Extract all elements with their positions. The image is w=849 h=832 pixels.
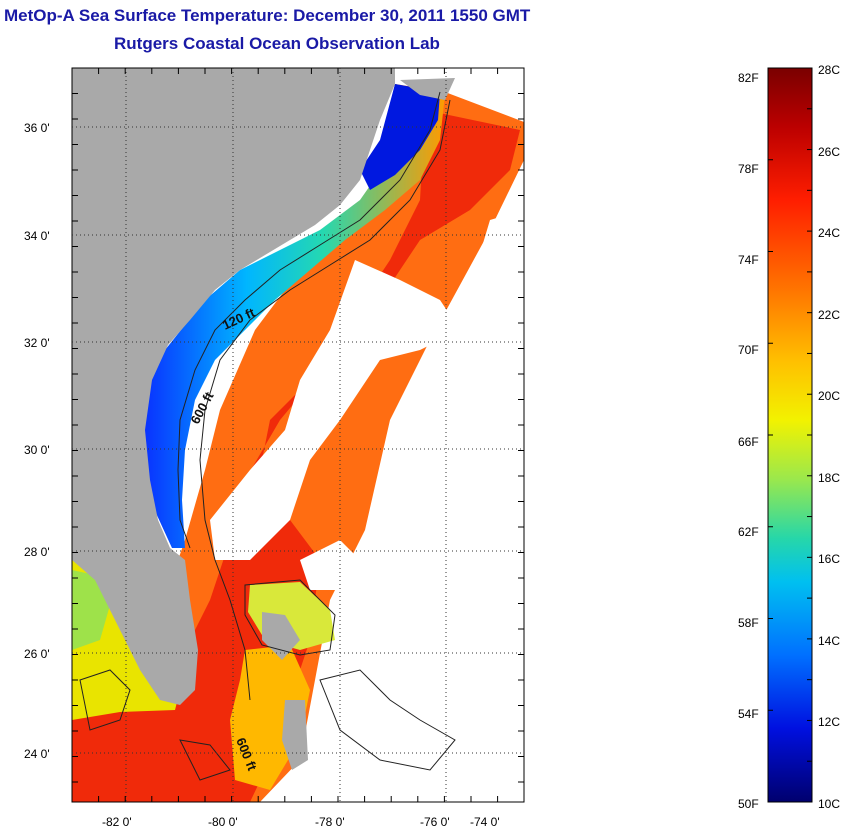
- cbar-f-50: 50F: [738, 797, 759, 811]
- contour-gulf: [79, 669, 231, 781]
- cbar-c-28: 28C: [818, 63, 840, 77]
- contour-120ft: [177, 91, 441, 549]
- cbar-f-74: 74F: [738, 253, 759, 267]
- lon-labels: -82 0' -80 0' -78 0' -76 0' -74 0': [102, 815, 500, 829]
- cbar-f-66: 66F: [738, 435, 759, 449]
- cbar-f-78: 78F: [738, 162, 759, 176]
- lon-label-76: -76 0': [420, 815, 450, 829]
- cloud-gap-2: [320, 210, 524, 802]
- cbar-c-14: 14C: [818, 634, 840, 648]
- sst-pamlico-cold: [360, 84, 440, 190]
- lat-labels: 36 0' 34 0' 32 0' 30 0' 28 0' 26 0' 24 0…: [24, 121, 50, 761]
- colorbar-c-labels: 28C 26C 24C 22C 20C 18C 16C 14C 12C 10C: [818, 63, 840, 811]
- contour-bahamas: [244, 579, 456, 771]
- colorbar: 82F 78F 74F 70F 66F 62F 58F 54F 50F 28C …: [738, 63, 840, 811]
- cbar-f-62: 62F: [738, 525, 759, 539]
- cbar-f-54: 54F: [738, 707, 759, 721]
- cbar-c-20: 20C: [818, 389, 840, 403]
- land-mainland: [72, 68, 395, 705]
- map-content: [72, 68, 524, 802]
- land-outer-banks: [400, 78, 455, 100]
- contour-600ft: [199, 99, 451, 701]
- cbar-f-70: 70F: [738, 343, 759, 357]
- cbar-c-12: 12C: [818, 715, 840, 729]
- cbar-c-10: 10C: [818, 797, 840, 811]
- lat-label-28: 28 0': [24, 545, 50, 559]
- map-border: [71, 67, 525, 803]
- cbar-c-18: 18C: [818, 471, 840, 485]
- lon-label-78: -78 0': [315, 815, 345, 829]
- lat-label-24: 24 0': [24, 747, 50, 761]
- cbar-f-58: 58F: [738, 616, 759, 630]
- lon-label-82: -82 0': [102, 815, 132, 829]
- colorbar-f-labels: 82F 78F 74F 70F 66F 62F 58F 54F 50F: [738, 71, 759, 811]
- page-subtitle: Rutgers Coastal Ocean Observation Lab: [114, 34, 440, 53]
- cbar-c-24: 24C: [818, 226, 840, 240]
- colorbar-ticks: [768, 67, 812, 803]
- sst-coastal-band: [140, 84, 445, 548]
- lon-label-80: -80 0': [208, 815, 238, 829]
- lat-label-30: 30 0': [24, 443, 50, 457]
- cbar-c-26: 26C: [818, 145, 840, 159]
- lon-label-74: -74 0': [470, 815, 500, 829]
- lat-label-26: 26 0': [24, 647, 50, 661]
- map-grid: [72, 68, 524, 802]
- cbar-f-82: 82F: [738, 71, 759, 85]
- cbar-c-16: 16C: [818, 552, 840, 566]
- lat-label-36: 36 0': [24, 121, 50, 135]
- colorbar-ramp: [767, 67, 813, 803]
- page-title: MetOp-A Sea Surface Temperature: Decembe…: [4, 6, 531, 25]
- cbar-c-22: 22C: [818, 308, 840, 322]
- cloud-gap-1: [210, 260, 460, 560]
- lat-label-34: 34 0': [24, 229, 50, 243]
- map-ticks: [71, 67, 524, 802]
- lat-label-32: 32 0': [24, 336, 50, 350]
- cloud-gap-3: [300, 540, 360, 590]
